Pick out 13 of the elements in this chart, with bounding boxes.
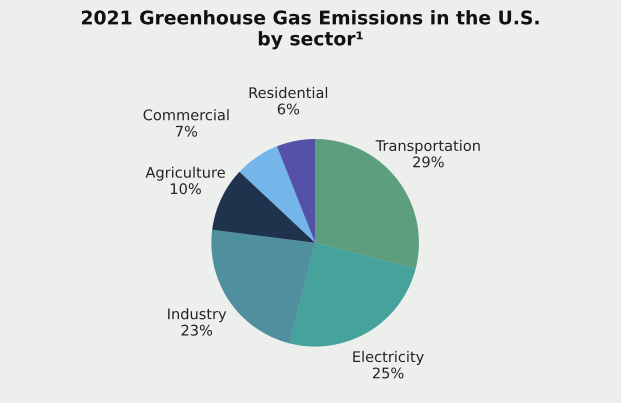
slice-label: Industry	[168, 308, 226, 322]
slice-label: Residential	[250, 86, 328, 98]
data-label: 23%	[182, 324, 212, 336]
slice-label: Transportation	[376, 140, 480, 154]
slice-label: Commercial	[144, 109, 229, 120]
data-label: 7%	[176, 126, 198, 137]
data-label: 10%	[170, 183, 201, 194]
data-label: 25%	[372, 367, 404, 378]
slice-label: Electricity	[353, 350, 424, 365]
data-label: 6%	[278, 103, 300, 115]
slice-label: Agriculture	[146, 166, 225, 181]
chart-title: 2021 Greenhouse Gas Emissions in the U.S. by sector¹	[82, 10, 539, 50]
data-label: 29%	[413, 156, 444, 168]
